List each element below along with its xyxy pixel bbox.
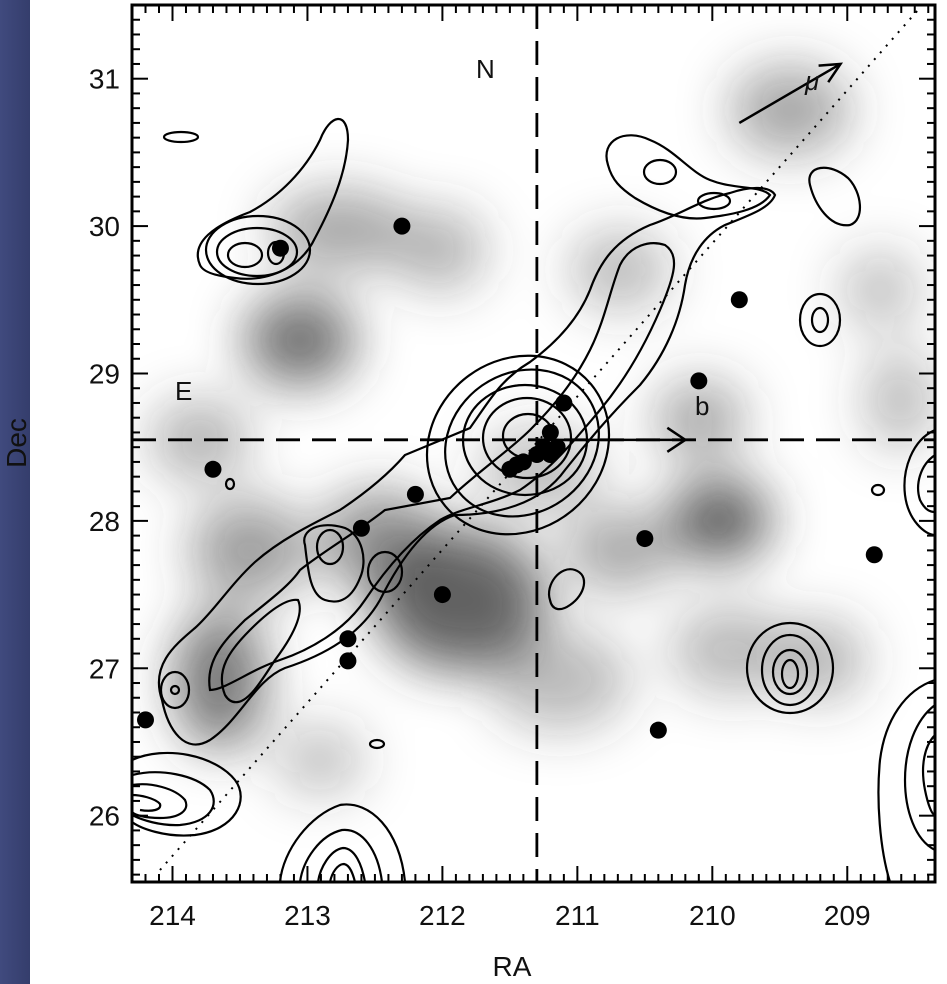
- data-point: [730, 291, 748, 309]
- x-tick-label: 214: [149, 900, 196, 931]
- data-point: [649, 721, 667, 739]
- contour-lines: [132, 117, 935, 882]
- data-point: [433, 586, 451, 604]
- y-tick-label: 29: [89, 358, 120, 389]
- data-point: [555, 394, 573, 412]
- mu-vector-arrow: [738, 62, 844, 124]
- data-point: [501, 460, 519, 478]
- data-point: [690, 372, 708, 390]
- x-tick-label: 213: [284, 900, 331, 931]
- y-tick-label: 26: [89, 801, 120, 832]
- x-axis-tick-labels: 214 213 212 211 210 209: [149, 900, 871, 931]
- y-tick-label: 27: [89, 653, 120, 684]
- data-point: [339, 652, 357, 670]
- y-tick-label: 28: [89, 506, 120, 537]
- data-point: [865, 546, 883, 564]
- y-axis-title: Dec: [1, 418, 32, 468]
- stream-track-line: [159, 9, 919, 871]
- b-label: b: [695, 391, 709, 421]
- x-tick-label: 211: [555, 900, 600, 931]
- data-point: [541, 423, 559, 441]
- data-point: [204, 460, 222, 478]
- data-point: [528, 446, 546, 464]
- y-tick-label: 31: [89, 64, 120, 95]
- data-points: [136, 217, 883, 739]
- data-point: [271, 239, 289, 257]
- data-point: [136, 711, 154, 729]
- x-axis-title: RA: [493, 951, 532, 982]
- plot-frame: [130, 3, 937, 884]
- x-tick-label: 212: [419, 900, 466, 931]
- data-point: [406, 485, 424, 503]
- east-label: E: [175, 376, 192, 406]
- y-axis-tick-labels: 26 27 28 29 30 31: [89, 64, 120, 832]
- x-tick-label: 209: [824, 900, 871, 931]
- b-vector-arrow: [536, 426, 688, 453]
- data-point: [393, 217, 411, 235]
- axis-ticks: [131, 5, 935, 882]
- density-map: [150, 65, 935, 795]
- y-tick-label: 30: [89, 211, 120, 242]
- figure-panel: [30, 0, 947, 984]
- data-point: [352, 519, 370, 537]
- data-point: [636, 530, 654, 548]
- mu-label: μ: [804, 66, 819, 96]
- data-point: [548, 438, 566, 456]
- x-tick-label: 210: [689, 900, 736, 931]
- data-point: [339, 630, 357, 648]
- north-label: N: [476, 54, 495, 84]
